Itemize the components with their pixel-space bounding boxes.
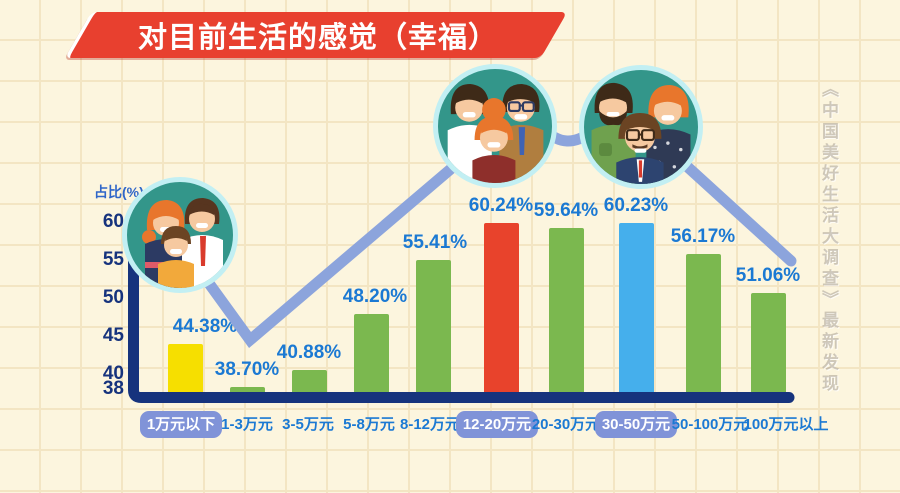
bar-value-label: 40.88% [276, 342, 342, 364]
x-axis-label-100万元以上: 100万元以上 [743, 416, 829, 433]
watermark-text: 《中国美好生活大调查》最新发现 [819, 80, 838, 395]
bar-value-label: 56.17% [670, 225, 736, 247]
highlight-pill: 1万元以下 [139, 411, 223, 438]
bar-100万元以上 [750, 292, 786, 392]
bar-value-label: 51.06% [735, 264, 801, 286]
bar-value-label: 60.24% [468, 194, 534, 216]
bar-value-label: 48.20% [342, 286, 408, 308]
y-tick-label: 45 [102, 324, 124, 346]
highlight-pill: 12-20万元 [455, 411, 539, 438]
happy-family-three-adults-icon [433, 64, 557, 188]
happy-family-elder-trio-icon [579, 65, 703, 189]
bar-8-12万元 [415, 259, 451, 392]
x-axis-label-12-20万元: 12-20万元 [442, 411, 552, 438]
bar-value-label: 59.64% [533, 199, 599, 221]
x-axis-label-50-100万元: 50-100万元 [671, 416, 749, 433]
y-tick-label: 55 [102, 248, 124, 270]
y-tick-label: 60 [102, 210, 124, 232]
x-axis-label-1-3万元: 1-3万元 [221, 416, 273, 433]
x-axis-label-5-8万元: 5-8万元 [343, 416, 395, 433]
bar-value-label: 60.23% [603, 195, 669, 217]
x-axis-label-30-50万元: 30-50万元 [581, 411, 691, 438]
bar-value-label: 55.41% [402, 231, 468, 253]
y-tick-label: 38 [102, 378, 124, 399]
x-axis-label-3-5万元: 3-5万元 [282, 416, 334, 433]
title-banner: 对目前生活的感觉（幸福） [64, 12, 568, 58]
x-axis-label-1万元以下: 1万元以下 [126, 411, 236, 438]
bar-20-30万元 [548, 227, 584, 392]
bar-value-label: 44.38% [172, 315, 238, 337]
y-tick-label: 40 [102, 362, 124, 384]
highlight-pill: 30-50万元 [594, 411, 678, 438]
bar-30-50万元 [618, 223, 654, 392]
happy-family-parents-child-icon [122, 177, 238, 293]
bar-1-3万元 [229, 386, 265, 392]
page-title: 对目前生活的感觉（幸福） [137, 22, 498, 54]
x-axis-label-8-12万元: 8-12万元 [399, 416, 461, 433]
x-axis-label-20-30万元: 20-30万元 [531, 416, 601, 433]
y-tick-label: 50 [102, 286, 124, 308]
y-axis-title: 占比(%) [94, 184, 144, 200]
